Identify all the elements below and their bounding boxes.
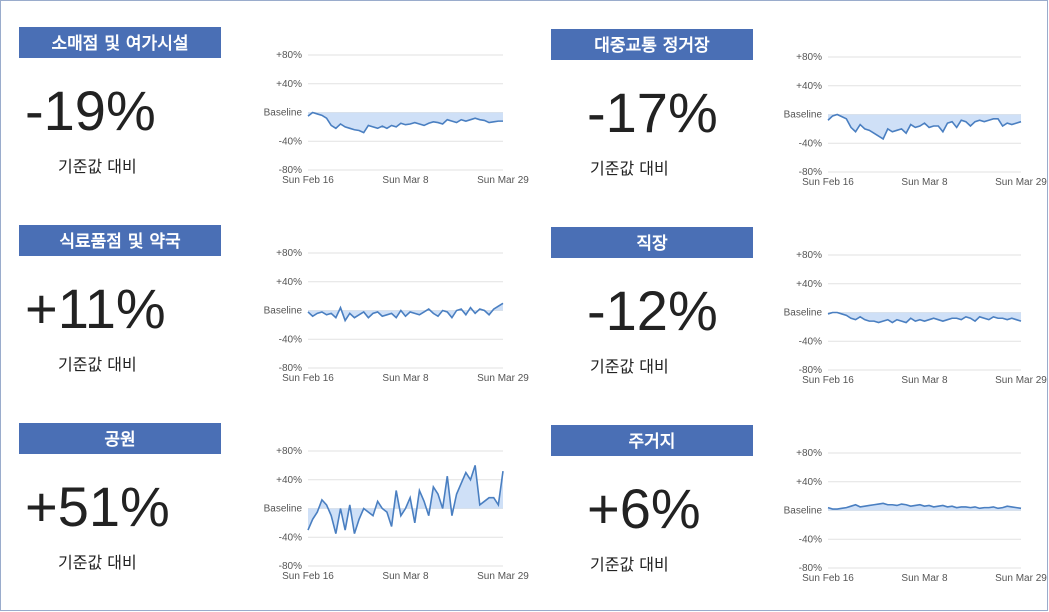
x-tick-label: Sun Mar 29	[995, 375, 1047, 386]
subtitle: 기준값 대비	[590, 159, 669, 178]
x-tick-label: Sun Mar 29	[477, 571, 529, 582]
y-tick-label: -80%	[279, 165, 302, 176]
y-tick-label: -40%	[799, 336, 822, 347]
y-tick-label: -40%	[799, 534, 822, 545]
y-tick-label: +80%	[276, 248, 302, 259]
y-tick-label: +40%	[796, 477, 822, 488]
line	[827, 311, 1022, 324]
area-fill	[828, 312, 1021, 323]
subtitle: 기준값 대비	[590, 357, 669, 376]
y-tick-label: Baseline	[264, 306, 303, 317]
line	[307, 465, 504, 534]
y-tick-label: -80%	[279, 363, 302, 374]
y-tick-label: -40%	[279, 334, 302, 345]
x-tick-label: Sun Feb 16	[802, 177, 854, 188]
headline: -19%	[25, 79, 156, 142]
y-tick-label: -80%	[799, 563, 822, 574]
y-tick-label: +80%	[796, 448, 822, 459]
panel-title: 주거지	[629, 432, 676, 452]
y-tick-label: -40%	[279, 532, 302, 543]
line	[827, 502, 1022, 510]
panel-title: 대중교통 정거장	[594, 36, 710, 56]
x-tick-label: Sun Mar 8	[901, 177, 948, 188]
y-tick-label: -40%	[799, 138, 822, 149]
panel-title: 공원	[104, 430, 135, 450]
label-box	[551, 425, 753, 456]
x-tick-label: Sun Mar 8	[382, 571, 429, 582]
label-box	[551, 227, 753, 258]
area-fill	[308, 112, 503, 133]
y-tick-label: +40%	[276, 475, 302, 486]
area-fill	[308, 465, 503, 534]
line	[307, 302, 504, 323]
line	[307, 111, 503, 134]
y-tick-label: Baseline	[784, 110, 823, 121]
x-tick-label: Sun Mar 29	[995, 177, 1047, 188]
y-tick-label: +80%	[276, 50, 302, 61]
subtitle: 기준값 대비	[58, 355, 137, 374]
y-tick-label: Baseline	[784, 308, 823, 319]
x-tick-label: Sun Mar 8	[901, 573, 948, 584]
headline: +51%	[25, 475, 170, 538]
x-tick-label: Sun Mar 29	[995, 573, 1047, 584]
y-tick-label: Baseline	[264, 108, 303, 119]
y-tick-label: +80%	[796, 250, 822, 261]
subtitle: 기준값 대비	[590, 555, 669, 574]
y-tick-label: -80%	[799, 365, 822, 376]
line	[827, 113, 1022, 141]
y-tick-label: -40%	[279, 136, 302, 147]
y-tick-label: +40%	[276, 277, 302, 288]
label-box	[551, 29, 753, 60]
y-tick-label: +80%	[276, 446, 302, 457]
label-box	[19, 423, 221, 454]
x-tick-label: Sun Mar 8	[382, 373, 429, 384]
x-tick-label: Sun Mar 29	[477, 175, 529, 186]
headline: +11%	[25, 277, 166, 340]
panel-title: 식료품점 및 약국	[59, 231, 181, 252]
y-tick-label: Baseline	[264, 504, 303, 515]
y-tick-label: +40%	[796, 81, 822, 92]
x-tick-label: Sun Feb 16	[802, 375, 854, 386]
x-tick-label: Sun Mar 29	[477, 373, 529, 384]
x-tick-label: Sun Mar 8	[901, 375, 948, 386]
headline: -12%	[587, 279, 718, 342]
headline: +6%	[587, 477, 701, 540]
label-box	[19, 225, 221, 256]
y-tick-label: Baseline	[784, 506, 823, 517]
y-tick-label: +40%	[796, 279, 822, 290]
y-tick-label: -80%	[799, 167, 822, 178]
x-tick-label: Sun Feb 16	[802, 573, 854, 584]
area-fill	[828, 114, 1021, 139]
subtitle: 기준값 대비	[58, 553, 137, 572]
headline: -17%	[587, 81, 718, 144]
subtitle: 기준값 대비	[58, 157, 137, 176]
y-tick-label: -80%	[279, 561, 302, 572]
y-tick-label: +80%	[796, 52, 822, 63]
panel-title: 직장	[636, 234, 668, 254]
x-tick-label: Sun Feb 16	[282, 571, 334, 582]
label-box	[19, 27, 221, 58]
x-tick-label: Sun Mar 8	[382, 175, 429, 186]
panel-title: 소매점 및 여가시설	[52, 34, 189, 54]
x-tick-label: Sun Feb 16	[282, 373, 334, 384]
y-tick-label: +40%	[276, 79, 302, 90]
x-tick-label: Sun Feb 16	[282, 175, 334, 186]
